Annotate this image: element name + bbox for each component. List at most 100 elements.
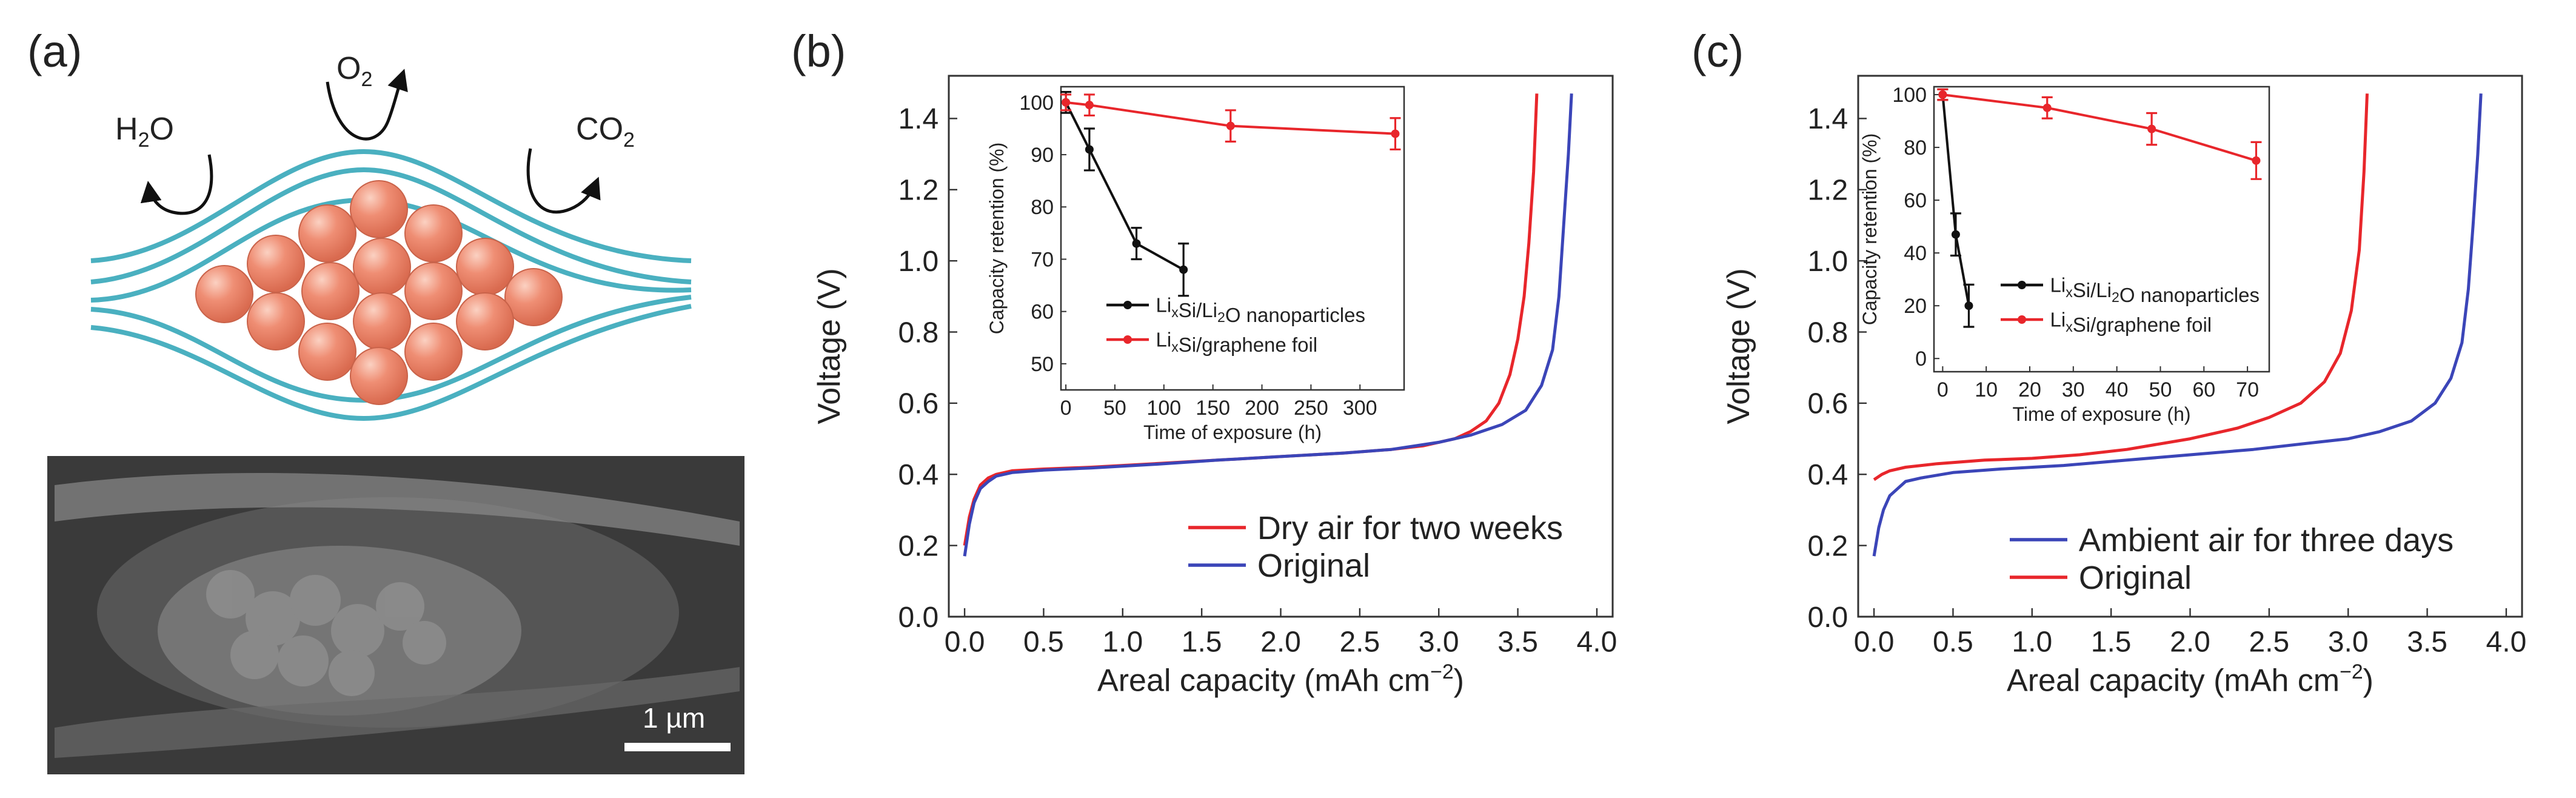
- c-inset-xtick-label: 10: [1975, 378, 1998, 401]
- b-main-xtick-label: 0.0: [945, 626, 985, 659]
- b-inset-legend-marker: [1123, 335, 1132, 344]
- c-main-ytick-label: 0.6: [1807, 388, 1848, 420]
- c-inset-plot-frame: [1933, 86, 2270, 373]
- b-inset-data-point: [1179, 265, 1188, 274]
- b-inset-data-point: [1391, 129, 1400, 138]
- b-inset-xlabel: Time of exposure (h): [1143, 421, 1322, 443]
- b-main-xtick-label: 1.5: [1182, 626, 1222, 659]
- b-inset-ytick-label: 90: [1031, 144, 1054, 167]
- c-inset-xtick-label: 0: [1937, 378, 1949, 401]
- h2o-label: H2O: [115, 112, 174, 152]
- c-inset-legend-marker: [2018, 315, 2026, 324]
- c-main-legend-label: Ambient air for three days: [2079, 522, 2454, 558]
- co2-arrow-icon: [526, 148, 601, 214]
- b-main-xlabel: Areal capacity (mAh cm−2): [1097, 660, 1464, 699]
- scale-bar-label: 1 µm: [643, 702, 705, 734]
- b-main-xtick-label: 4.0: [1577, 626, 1618, 659]
- b-main-ylabel: Voltage (V): [812, 268, 847, 424]
- c-inset-legend-marker: [2018, 281, 2026, 289]
- b-inset-xtick-label: 150: [1196, 397, 1230, 420]
- c-main-ytick-label: 0.8: [1807, 317, 1848, 349]
- co2-label: CO2: [576, 112, 635, 152]
- c-inset-ytick-label: 40: [1904, 242, 1927, 265]
- b-main-legend-label: Original: [1257, 548, 1370, 584]
- c-main-xtick-label: 1.0: [2012, 626, 2052, 659]
- b-inset-ylabel: Capacity retention (%): [986, 142, 1008, 335]
- b-inset-ytick-label: 60: [1031, 301, 1054, 324]
- b-inset-xtick-label: 0: [1060, 397, 1072, 420]
- c-main-ytick-label: 1.4: [1807, 103, 1848, 135]
- c-inset-xlabel: Time of exposure (h): [2012, 403, 2190, 425]
- chart-c-inset: 0 10 20 30 40 50 60 70 0 20 40 60 80 100 Time of expos…: [1859, 84, 2270, 425]
- c-inset-xtick-label: 70: [2236, 378, 2259, 401]
- b-inset-xtick-label: 300: [1343, 397, 1377, 420]
- b-main-ytick-label: 0.8: [898, 317, 938, 349]
- b-main-ytick-label: 0.2: [898, 530, 938, 562]
- b-inset-xtick-label: 200: [1245, 397, 1279, 420]
- panel-b-label: (b): [791, 26, 846, 76]
- b-main-ytick-label: 1.4: [898, 103, 938, 135]
- b-main-ytick-label: 1.2: [898, 175, 938, 207]
- c-main-xtick-label: 1.5: [2091, 626, 2132, 659]
- c-main-xtick-label: 4.0: [2486, 626, 2527, 659]
- b-inset-series-line: [1065, 102, 1185, 271]
- sem-image: 1 µm: [47, 456, 744, 774]
- c-inset-data-point: [1951, 230, 1960, 239]
- b-inset-legend-label: LixSi/graphene foil: [1156, 329, 1318, 356]
- c-main-series-line: [1873, 93, 2369, 481]
- b-inset-data-point: [1085, 101, 1094, 110]
- b-main-series-line: [963, 93, 1573, 557]
- c-main-xtick-label: 3.5: [2407, 626, 2447, 659]
- c-inset-legend-label: LixSi/Li2O nanoparticles: [2050, 274, 2260, 307]
- c-inset-data-point: [1964, 301, 1973, 310]
- b-main-xtick-label: 3.0: [1419, 626, 1459, 659]
- b-main-xtick-label: 2.5: [1339, 626, 1380, 659]
- c-main-ytick-label: 1.2: [1807, 175, 1848, 207]
- c-inset-ytick-label: 80: [1904, 136, 1927, 159]
- h2o-arrow-icon: [140, 154, 213, 215]
- c-inset-data-point: [2147, 124, 2156, 133]
- c-inset-xtick-label: 30: [2062, 378, 2085, 401]
- c-inset-data-point: [2252, 156, 2261, 165]
- c-main-ytick-label: 0.0: [1807, 602, 1848, 634]
- panel-a: (a) H2O O2 CO2: [27, 26, 744, 774]
- c-inset-xtick-label: 50: [2149, 378, 2172, 401]
- b-inset-legend-label: LixSi/Li2O nanoparticles: [1156, 294, 1365, 327]
- c-main-xtick-label: 0.0: [1854, 626, 1895, 659]
- c-main-series-line: [1872, 93, 2483, 557]
- b-main-legend-label: Dry air for two weeks: [1257, 510, 1563, 546]
- b-main-ytick-label: 0.0: [898, 602, 938, 634]
- c-main-legend-label: Original: [2079, 560, 2192, 596]
- b-inset-legend-marker: [1123, 301, 1132, 309]
- scale-bar: [624, 743, 731, 751]
- c-inset-ylabel: Capacity retention (%): [1859, 133, 1881, 326]
- c-inset-legend-label: LixSi/graphene foil: [2050, 309, 2212, 336]
- b-inset-ytick-label: 50: [1031, 353, 1054, 376]
- c-inset-ytick-label: 20: [1904, 295, 1927, 318]
- c-inset-ytick-label: 0: [1915, 347, 1927, 370]
- c-inset-xtick-label: 40: [2106, 378, 2129, 401]
- c-main-xtick-label: 2.0: [2170, 626, 2210, 659]
- c-inset-data-point: [1938, 90, 1947, 99]
- b-inset-ytick-label: 100: [1019, 92, 1054, 115]
- b-inset-xtick-label: 100: [1146, 397, 1181, 420]
- c-main-ytick-label: 0.4: [1807, 459, 1848, 491]
- c-inset-ytick-label: 60: [1904, 189, 1927, 212]
- b-main-xtick-label: 1.0: [1102, 626, 1143, 659]
- b-main-ytick-label: 0.4: [898, 459, 938, 491]
- c-main-ylabel: Voltage (V): [1721, 268, 1756, 424]
- c-main-ytick-label: 1.0: [1807, 246, 1848, 278]
- c-inset-series-line: [1942, 93, 2257, 162]
- c-inset-ytick-label: 100: [1892, 84, 1927, 107]
- c-main-ytick-label: 0.2: [1807, 530, 1848, 562]
- c-inset-data-point: [2042, 103, 2052, 112]
- c-inset-xtick-label: 60: [2192, 378, 2215, 401]
- b-main-xtick-label: 2.0: [1260, 626, 1301, 659]
- b-inset-ytick-label: 80: [1031, 196, 1054, 219]
- b-main-xtick-label: 3.5: [1497, 626, 1538, 659]
- o2-label: O2: [336, 51, 372, 91]
- c-main-xtick-label: 3.0: [2328, 626, 2369, 659]
- c-main-xtick-label: 2.5: [2249, 626, 2289, 659]
- c-main-xlabel: Areal capacity (mAh cm−2): [2007, 660, 2374, 699]
